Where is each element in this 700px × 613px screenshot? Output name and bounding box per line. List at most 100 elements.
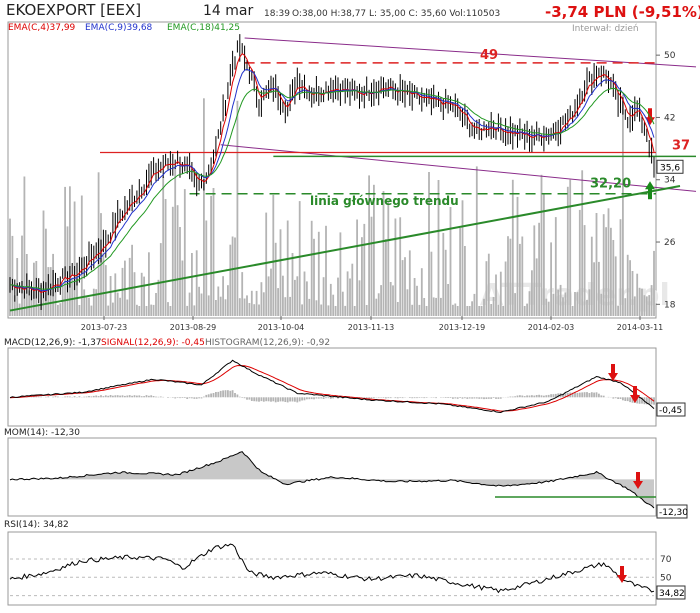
macd-arrow-icon	[608, 364, 618, 381]
volume-bar	[425, 306, 428, 316]
histogram-bar	[497, 397, 500, 399]
histogram-bar	[112, 395, 114, 398]
rsi-line	[9, 543, 655, 594]
volume-bar	[653, 250, 655, 316]
histogram-bar	[540, 395, 543, 398]
histogram-bar	[631, 397, 634, 403]
histogram-bar	[57, 396, 59, 398]
volume-bar	[528, 291, 531, 316]
volume-bar	[193, 305, 196, 316]
histogram-bar	[454, 397, 457, 399]
price-overlays: 49 37 32,20 linia głównego trendu	[9, 37, 697, 312]
volume-bar	[399, 217, 402, 316]
volume-bar	[595, 213, 598, 316]
histogram-bar	[274, 397, 277, 403]
histogram-bar	[535, 395, 538, 398]
volume-bar	[128, 257, 131, 316]
histogram-bar	[291, 397, 294, 402]
volume-bar	[136, 304, 138, 316]
histogram-bar	[523, 396, 526, 398]
histogram-bar	[114, 395, 117, 398]
volume-bar	[306, 281, 308, 316]
volume-bar	[315, 300, 318, 316]
legend-mom: MOM(14): -12,30	[4, 428, 80, 438]
volume-bar	[195, 250, 198, 316]
volume-bar	[614, 256, 617, 316]
x-tick-label: 2013-12-19	[439, 323, 486, 332]
volume-bar	[131, 244, 133, 316]
volume-bar	[531, 270, 533, 316]
volume-bar	[317, 231, 320, 316]
histogram-bar	[622, 397, 624, 401]
histogram-bar	[152, 396, 155, 398]
volume-bar	[133, 272, 136, 316]
volume-bar	[459, 228, 461, 316]
histogram-bar	[334, 397, 337, 398]
histogram-bar	[119, 395, 121, 398]
volume-bar	[64, 186, 66, 316]
histogram-bar	[174, 397, 177, 399]
volume-bar	[598, 261, 600, 316]
histogram-bar	[33, 396, 35, 398]
volume-bar	[42, 210, 45, 316]
histogram-bar	[586, 392, 588, 398]
histogram-bar	[64, 396, 66, 398]
histogram-bar	[215, 392, 217, 398]
histogram-bar	[102, 396, 105, 398]
volume-bar	[253, 304, 256, 316]
volume-bar	[540, 174, 543, 316]
histogram-bar	[85, 396, 88, 398]
macd-arrow-icon	[630, 386, 640, 403]
histogram-bar	[54, 396, 57, 398]
volume-bar	[406, 289, 409, 316]
histogram-bar	[566, 393, 569, 398]
histogram-bar	[636, 397, 639, 404]
histogram-bar	[317, 397, 320, 399]
volume-bar	[303, 271, 306, 316]
volume-bar	[452, 304, 454, 316]
volume-bar	[210, 195, 212, 316]
volume-bar	[143, 276, 145, 316]
histogram-bar	[650, 397, 653, 405]
volume-bar	[499, 271, 502, 316]
histogram-bar	[370, 397, 373, 399]
histogram-bar	[320, 397, 323, 399]
volume-bar	[624, 298, 627, 316]
histogram-bar	[471, 397, 473, 399]
volume-bar	[435, 297, 437, 316]
volume-bar	[205, 220, 208, 316]
volume-bar	[447, 284, 449, 316]
histogram-bar	[564, 392, 567, 398]
histogram-bar	[598, 393, 600, 398]
volume-bar	[162, 176, 165, 316]
volume-bar	[9, 218, 11, 316]
histogram-bar	[619, 397, 622, 399]
volume-bar	[327, 305, 330, 316]
volume-bar	[392, 285, 394, 316]
last-price-box	[656, 159, 684, 174]
volume-bar	[207, 295, 210, 316]
volume-bar	[337, 277, 339, 316]
histogram-bar	[475, 397, 478, 399]
macd-panel	[7, 347, 657, 427]
volume-bar	[442, 232, 445, 316]
volume-bar	[241, 272, 244, 316]
volume-bar	[296, 276, 299, 316]
volume-bar	[578, 209, 581, 316]
volume-bar	[444, 249, 447, 316]
histogram-bar	[222, 390, 224, 398]
x-tick-label: 2013-08-29	[170, 323, 217, 332]
histogram-bar	[286, 397, 289, 403]
volume-bar	[227, 285, 229, 316]
histogram-bar	[205, 394, 208, 398]
histogram-bar	[52, 396, 54, 398]
volume-bar	[475, 166, 478, 316]
histogram-bar	[234, 393, 236, 398]
volume-bar	[645, 296, 648, 316]
volume-bar	[349, 278, 351, 316]
volume-bar	[279, 229, 282, 316]
histogram-bar	[368, 397, 370, 399]
volume-bar	[37, 303, 40, 316]
histogram-bar	[126, 395, 129, 398]
histogram-bar	[464, 397, 466, 399]
